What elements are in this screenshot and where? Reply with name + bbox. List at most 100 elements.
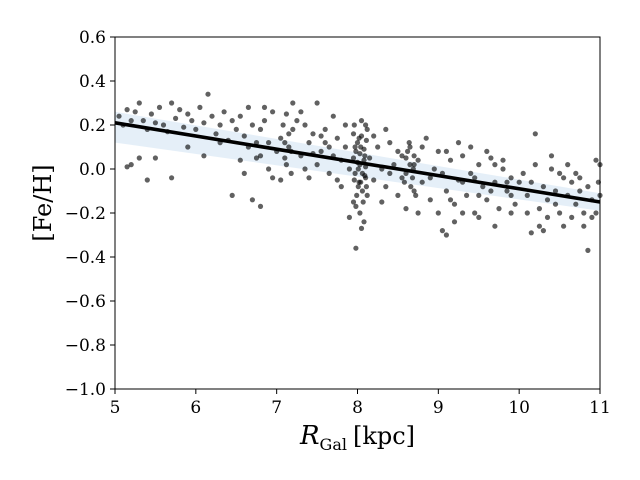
y-axis-label: [Fe/H]	[29, 164, 57, 241]
data-point	[261, 118, 268, 124]
data-point	[358, 179, 364, 185]
data-point	[173, 115, 179, 121]
data-point	[476, 162, 482, 168]
data-point	[395, 148, 401, 154]
data-point	[253, 155, 260, 161]
data-point	[447, 197, 454, 203]
fit-line-path	[114, 121, 601, 204]
data-point	[411, 153, 417, 159]
data-point	[205, 91, 211, 97]
data-point	[455, 140, 462, 146]
data-point	[544, 197, 551, 203]
data-point	[270, 109, 276, 115]
data-point	[197, 104, 203, 110]
data-point	[144, 177, 150, 183]
data-point	[353, 148, 359, 154]
data-point	[136, 155, 142, 161]
y-tick-label: 0.0	[79, 160, 106, 180]
data-point	[480, 184, 486, 190]
data-point	[581, 223, 587, 229]
data-point	[116, 113, 122, 119]
data-point	[403, 155, 409, 161]
data-point	[355, 184, 361, 190]
data-point	[484, 148, 490, 154]
data-point	[350, 131, 357, 137]
data-point	[419, 179, 425, 185]
data-point	[282, 155, 288, 161]
data-point	[278, 135, 284, 141]
data-point	[520, 170, 526, 176]
data-point	[427, 197, 433, 203]
data-point	[354, 192, 360, 198]
data-point	[508, 175, 514, 181]
data-point	[266, 140, 272, 146]
data-point	[544, 214, 551, 220]
data-point	[356, 135, 362, 141]
data-point	[318, 133, 324, 139]
data-point	[362, 153, 368, 159]
data-points	[116, 91, 603, 253]
y-tick-label: −0.8	[65, 336, 106, 356]
data-point	[532, 162, 538, 168]
x-axis-label-unit: [kpc]	[353, 422, 415, 450]
data-point	[326, 170, 332, 176]
data-point	[589, 214, 595, 220]
data-point	[472, 210, 478, 216]
data-point	[561, 175, 567, 181]
data-point	[460, 210, 466, 216]
data-point	[233, 126, 239, 132]
data-point	[504, 188, 510, 194]
data-point	[528, 230, 534, 236]
data-point	[352, 144, 358, 150]
data-point	[363, 122, 369, 128]
data-point	[548, 153, 555, 159]
data-point	[288, 170, 294, 176]
data-point	[359, 188, 365, 194]
data-point	[229, 192, 235, 198]
y-axis-ticks: −1.0 −0.8 −0.6 −0.4 −0.2 0.0 0.2 0.4 0.6	[65, 28, 115, 400]
data-point	[257, 153, 264, 159]
data-point	[552, 201, 559, 207]
data-point	[128, 162, 134, 168]
data-point	[492, 223, 498, 229]
x-tick-label: 5	[110, 398, 121, 418]
data-point	[249, 122, 255, 128]
data-point	[387, 170, 393, 176]
data-point	[451, 219, 458, 225]
data-point	[290, 126, 296, 132]
data-point	[290, 100, 296, 106]
data-point	[383, 184, 389, 190]
data-point	[364, 126, 370, 132]
data-point	[353, 203, 359, 209]
data-point	[407, 162, 413, 168]
data-point	[362, 173, 368, 179]
data-point	[334, 177, 340, 183]
data-point	[350, 199, 357, 205]
x-tick-label: 8	[352, 398, 363, 418]
data-point	[451, 201, 458, 207]
data-point	[569, 179, 575, 185]
x-tick-label: 7	[271, 398, 282, 418]
data-point	[346, 214, 352, 220]
data-point	[201, 120, 207, 126]
data-point	[361, 219, 367, 225]
data-point	[508, 210, 514, 216]
x-axis-label-subscript: Gal	[320, 435, 347, 454]
data-point	[169, 100, 175, 106]
data-point	[411, 162, 417, 168]
data-point	[357, 210, 363, 216]
data-point	[294, 118, 300, 124]
data-point	[573, 170, 579, 176]
data-point	[360, 199, 366, 205]
data-point	[383, 126, 389, 132]
data-point	[241, 133, 247, 139]
data-point	[406, 140, 412, 146]
data-point	[419, 144, 425, 150]
data-point	[249, 197, 255, 203]
data-point	[409, 175, 416, 181]
data-point	[407, 144, 413, 150]
data-point	[447, 157, 454, 163]
x-axis-label-symbol: R	[299, 421, 320, 451]
data-point	[399, 153, 405, 159]
